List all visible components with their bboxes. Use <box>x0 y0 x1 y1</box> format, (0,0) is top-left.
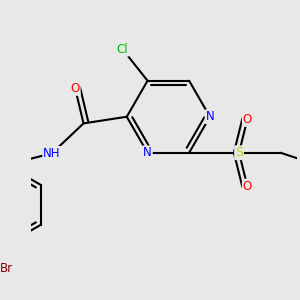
Text: N: N <box>143 146 152 159</box>
Text: O: O <box>243 179 252 193</box>
Text: Cl: Cl <box>117 43 128 56</box>
Text: Br: Br <box>0 262 13 275</box>
Text: N: N <box>206 110 214 123</box>
Text: NH: NH <box>43 147 61 160</box>
Text: S: S <box>235 146 243 159</box>
Text: O: O <box>70 82 80 95</box>
Text: O: O <box>243 113 252 126</box>
